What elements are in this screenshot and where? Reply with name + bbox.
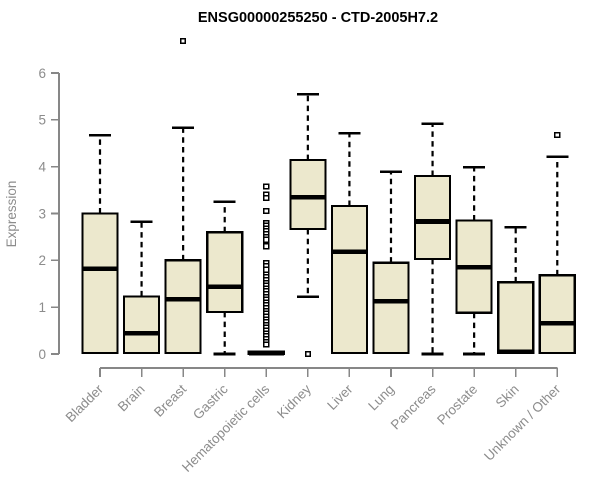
- x-tick-label-brain: Brain: [115, 382, 148, 415]
- y-tick-label-6: 6: [38, 66, 46, 81]
- outlier-hematopoietic-cells-40: [263, 341, 270, 348]
- x-tick-label-skin: Skin: [493, 382, 522, 411]
- box-group-skin: [497, 225, 535, 355]
- box-group-unknown-other: [538, 131, 576, 355]
- outlier-hematopoietic-cells-14: [263, 266, 270, 273]
- outlier-hematopoietic-cells-11: [263, 243, 270, 250]
- box-group-brain: [122, 220, 161, 355]
- box-group-liver: [330, 132, 369, 355]
- box-breast: [164, 259, 202, 355]
- box-brain: [122, 295, 161, 355]
- outlier-hematopoietic-cells-3: [263, 208, 270, 215]
- box-group-kidney: [289, 92, 327, 358]
- x-tick-label-lung: Lung: [365, 382, 397, 414]
- box-group-breast: [164, 38, 202, 355]
- box-group-pancreas: [413, 122, 452, 356]
- box-group-prostate: [455, 165, 493, 356]
- y-tick-label-0: 0: [38, 347, 46, 362]
- box-pancreas: [413, 174, 452, 261]
- box-lung: [372, 261, 410, 355]
- box-unknown-other: [538, 274, 576, 355]
- outlier-unknown-other-0: [554, 131, 561, 138]
- box-gastric: [206, 231, 244, 313]
- y-tick-label-3: 3: [38, 206, 46, 221]
- x-tick-label-pancreas: Pancreas: [388, 381, 439, 432]
- y-tick-label-4: 4: [38, 159, 46, 174]
- x-tick-label-bladder: Bladder: [63, 381, 107, 425]
- boxes-layer: [81, 38, 576, 358]
- x-tick-label-breast: Breast: [151, 381, 189, 419]
- y-tick-label-1: 1: [38, 300, 46, 315]
- x-tick-label-kidney: Kidney: [274, 381, 314, 421]
- outlier-breast-0: [180, 38, 187, 45]
- box-group-hematopoietic-cells: [247, 183, 285, 356]
- x-tick-label-unknown-other: Unknown / Other: [481, 381, 564, 464]
- x-tick-label-gastric: Gastric: [190, 381, 231, 422]
- y-tick-label-5: 5: [38, 113, 46, 128]
- box-group-bladder: [81, 133, 119, 355]
- outlier-hematopoietic-cells-0: [263, 183, 270, 190]
- box-liver: [330, 204, 369, 355]
- chart-title: ENSG00000255250 - CTD-2005H7.2: [198, 10, 438, 26]
- outlier-hematopoietic-cells-10: [263, 236, 270, 243]
- box-skin: [497, 281, 535, 355]
- box-group-lung: [372, 170, 410, 355]
- x-tick-label-prostate: Prostate: [434, 382, 480, 428]
- x-tick-label-liver: Liver: [324, 381, 356, 413]
- box-group-gastric: [206, 200, 244, 356]
- y-tick-label-2: 2: [38, 253, 46, 268]
- box-bladder: [81, 212, 119, 355]
- y-axis-label: Expression: [4, 181, 19, 248]
- box-kidney: [289, 159, 327, 231]
- outlier-hematopoietic-cells-2: [263, 194, 270, 202]
- outlier-kidney-0: [304, 350, 311, 358]
